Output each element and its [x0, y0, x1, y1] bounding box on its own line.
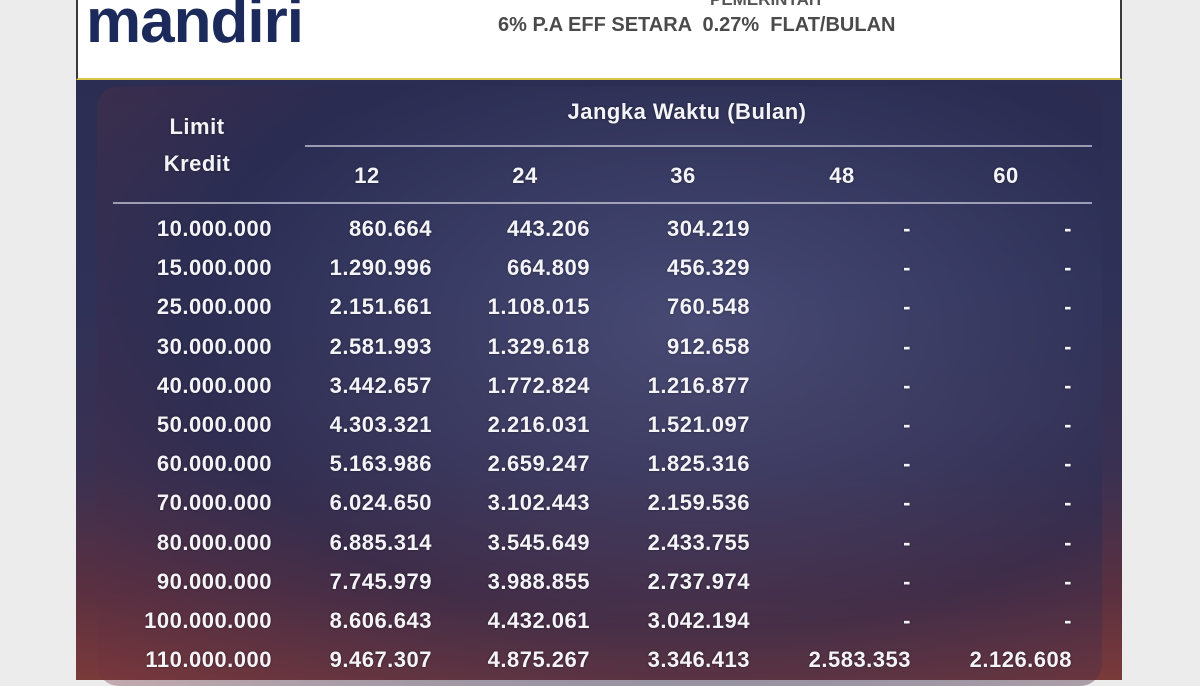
installment-cell: 2.433.755	[647, 529, 750, 555]
installment-cell: 2.216.031	[487, 412, 590, 437]
installment-cell: 304.219	[666, 216, 750, 241]
header-rule	[113, 202, 1092, 204]
limit-cell: 50.000.000	[156, 412, 272, 437]
column-header: 24	[512, 163, 538, 188]
installment-cell: 1.521.097	[647, 412, 750, 437]
installment-cell: -	[1064, 451, 1072, 477]
installment-cell: -	[1064, 255, 1072, 281]
installment-cell: 456.329	[666, 255, 750, 281]
installment-cell: 5.163.986	[329, 451, 432, 477]
installment-cell: 1.825.316	[647, 451, 750, 477]
installment-cell: 2.583.353	[808, 647, 911, 673]
installment-cell: 1.290.996	[329, 255, 432, 281]
header-subtitle: PEMERINTAH	[710, 0, 821, 10]
installment-cell: 9.467.307	[329, 647, 432, 673]
installment-cell: 860.664	[348, 216, 432, 241]
limit-cell: 10.000.000	[156, 216, 272, 241]
column-header: 36	[670, 163, 696, 188]
installment-cell: 912.658	[666, 333, 750, 359]
installment-cell: 1.216.877	[647, 372, 750, 398]
header-box: mandiri PEMERINTAH 6% P.A EFF SETARA 0.2…	[76, 0, 1122, 80]
installment-cell: -	[903, 372, 911, 398]
installment-cell: 3.545.649	[487, 529, 590, 555]
limit-cell: 70.000.000	[156, 490, 272, 516]
installment-cell: -	[903, 255, 911, 281]
installment-cell: 2.659.247	[487, 451, 590, 477]
installment-cell: 4.875.267	[487, 647, 590, 673]
limit-cell: 40.000.000	[156, 372, 272, 398]
installment-cell: 1.329.618	[487, 333, 590, 359]
installment-cell: -	[1064, 216, 1072, 241]
installment-cell: 2.581.993	[329, 333, 432, 359]
header-rule	[305, 145, 1092, 147]
installment-cell: 1.108.015	[487, 294, 590, 320]
limit-cell: 80.000.000	[156, 529, 272, 555]
installment-cell: 2.126.608	[969, 647, 1072, 673]
column-header: 12	[354, 163, 380, 188]
installment-cell: -	[1064, 568, 1072, 594]
column-header: 60	[993, 163, 1019, 188]
installment-cell: 2.151.661	[329, 294, 432, 320]
installment-cell: 2.159.536	[647, 490, 750, 516]
rate-note: 6% P.A EFF SETARA 0.27% FLAT/BULAN	[498, 14, 896, 36]
installment-cell: -	[903, 568, 911, 594]
installment-cell: -	[903, 216, 911, 241]
installment-cell: 664.809	[506, 255, 590, 281]
limit-cell: 110.000.000	[145, 647, 272, 673]
limit-cell: 25.000.000	[156, 294, 272, 320]
term-header: Jangka Waktu (Bulan)	[567, 99, 807, 124]
installment-cell: 8.606.643	[329, 608, 432, 633]
installment-cell: -	[1064, 333, 1072, 359]
installment-cell: -	[903, 294, 911, 320]
installment-cell: 3.102.443	[487, 490, 590, 516]
installment-cell: -	[1064, 372, 1072, 398]
installment-cell: 7.745.979	[329, 568, 432, 594]
installment-cell: 443.206	[506, 216, 590, 241]
installment-cell: -	[903, 608, 911, 633]
installment-cell: -	[1064, 294, 1072, 320]
installment-cell: -	[903, 333, 911, 359]
limit-cell: 90.000.000	[156, 568, 272, 594]
limit-header: Limit Kredit	[163, 114, 231, 176]
installment-cell: 1.772.824	[487, 372, 590, 398]
installment-cell: 4.432.061	[487, 608, 590, 633]
installment-cell: -	[903, 412, 911, 437]
installment-cell: 3.346.413	[647, 647, 750, 673]
limit-cell: 60.000.000	[156, 451, 272, 477]
installment-cell: -	[1064, 608, 1072, 633]
installment-cell: 760.548	[666, 294, 750, 320]
logo: mandiri	[86, 0, 304, 56]
installment-cell: 6.885.314	[329, 529, 432, 555]
installment-cell: -	[903, 490, 911, 516]
limit-cell: 100.000.000	[144, 608, 272, 633]
installment-cell: -	[903, 451, 911, 477]
installment-cell: -	[903, 529, 911, 555]
installment-cell: 6.024.650	[329, 490, 432, 516]
installment-cell: -	[1064, 529, 1072, 555]
installment-cell: 3.442.657	[329, 372, 432, 398]
installment-cell: -	[1064, 490, 1072, 516]
table-panel	[97, 86, 1102, 686]
installment-cell: 4.303.321	[329, 412, 432, 437]
installment-cell: 2.737.974	[647, 568, 750, 594]
installment-cell: 3.042.194	[647, 608, 750, 633]
installment-cell: 3.988.855	[487, 568, 590, 594]
limit-cell: 30.000.000	[156, 333, 272, 359]
column-header: 48	[829, 163, 855, 188]
installment-cell: -	[1064, 412, 1072, 437]
limit-cell: 15.000.000	[156, 255, 272, 281]
